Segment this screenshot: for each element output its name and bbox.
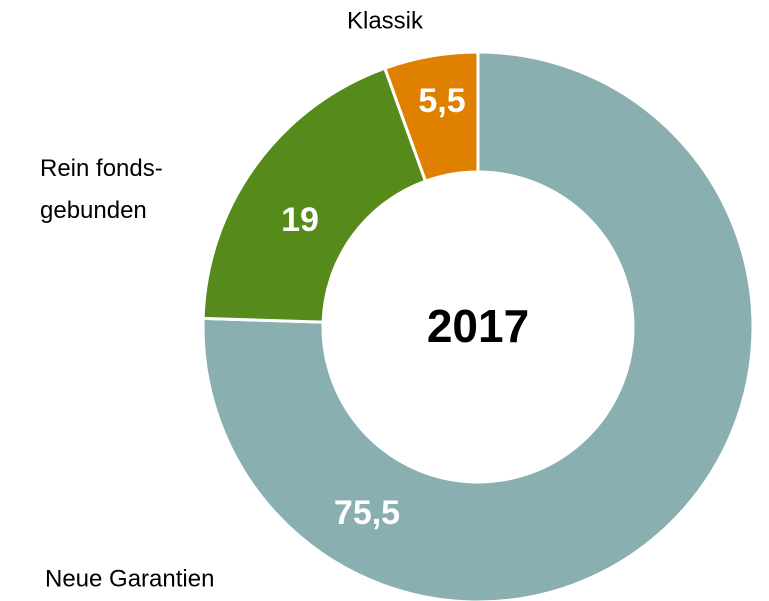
- category-label: Klassik: [347, 7, 424, 34]
- donut-segment: [201, 66, 428, 324]
- donut-segment: [382, 50, 480, 184]
- category-label: Rein fonds-gebunden: [40, 155, 163, 224]
- category-label: Neue Garantien: [45, 565, 214, 592]
- center-label: 2017: [427, 300, 529, 352]
- value-label: 5,5: [418, 82, 465, 120]
- donut-segment: [201, 50, 755, 601]
- value-label: 75,5: [334, 494, 400, 532]
- value-label: 19: [281, 201, 319, 239]
